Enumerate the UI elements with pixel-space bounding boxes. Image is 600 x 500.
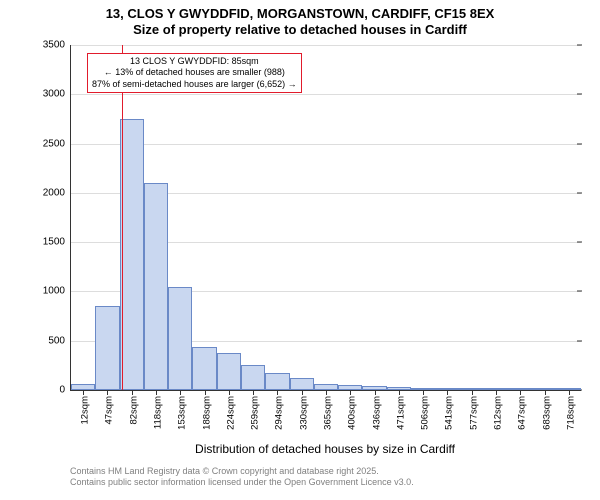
x-tick-label: 683sqm (537, 396, 552, 430)
x-tick-label: 612sqm (489, 396, 504, 430)
title-line-2: Size of property relative to detached ho… (0, 22, 600, 38)
x-tick-label: 82sqm (124, 396, 139, 425)
x-tick-label: 541sqm (440, 396, 455, 430)
x-tick-label: 718sqm (561, 396, 576, 430)
chart-container: 13, CLOS Y GWYDDFID, MORGANSTOWN, CARDIF… (0, 0, 600, 500)
annotation-line: ← 13% of detached houses are smaller (98… (92, 67, 297, 78)
y-tick-label: 1500 (43, 237, 71, 248)
plot-area: 050010001500200025003000350012sqm47sqm82… (70, 45, 581, 391)
x-tick-label: 12sqm (76, 396, 91, 425)
annotation-line: 87% of semi-detached houses are larger (… (92, 79, 297, 90)
histogram-bar (217, 353, 241, 390)
y-tick-label: 2500 (43, 138, 71, 149)
y-tick-label: 1000 (43, 286, 71, 297)
x-tick-label: 118sqm (149, 396, 164, 429)
attribution-text: Contains HM Land Registry data © Crown c… (70, 466, 414, 489)
x-tick-label: 506sqm (416, 396, 431, 430)
chart-title: 13, CLOS Y GWYDDFID, MORGANSTOWN, CARDIF… (0, 0, 600, 37)
x-tick-label: 330sqm (294, 396, 309, 430)
attribution-line-1: Contains HM Land Registry data © Crown c… (70, 466, 414, 477)
x-tick-label: 47sqm (100, 396, 115, 425)
y-tick-label: 3000 (43, 89, 71, 100)
x-tick-label: 188sqm (197, 396, 212, 430)
marker-line (122, 45, 123, 390)
x-tick-label: 471sqm (391, 396, 406, 430)
x-tick-label: 400sqm (343, 396, 358, 430)
x-tick-label: 647sqm (513, 396, 528, 430)
y-tick-label: 0 (59, 385, 71, 396)
x-tick-label: 224sqm (221, 396, 236, 430)
title-line-1: 13, CLOS Y GWYDDFID, MORGANSTOWN, CARDIF… (0, 6, 600, 22)
x-tick-label: 294sqm (270, 396, 285, 430)
annotation-line: 13 CLOS Y GWYDDFID: 85sqm (92, 56, 297, 67)
histogram-bar (95, 306, 119, 390)
histogram-bar (168, 287, 192, 391)
histogram-bar (265, 373, 289, 390)
annotation-box: 13 CLOS Y GWYDDFID: 85sqm← 13% of detach… (87, 53, 302, 93)
histogram-bar (120, 119, 144, 390)
attribution-line-2: Contains public sector information licen… (70, 477, 414, 488)
histogram-bar (241, 365, 265, 390)
histogram-bar (192, 347, 216, 390)
x-axis-label: Distribution of detached houses by size … (70, 442, 580, 456)
gridline (71, 144, 581, 145)
x-tick-label: 365sqm (319, 396, 334, 430)
y-tick-label: 3500 (43, 40, 71, 51)
y-tick-label: 500 (48, 335, 71, 346)
x-tick-label: 153sqm (173, 396, 188, 430)
gridline (71, 94, 581, 95)
x-tick-label: 436sqm (367, 396, 382, 430)
histogram-bar (290, 378, 314, 390)
histogram-bar (144, 183, 168, 390)
x-tick-label: 577sqm (464, 396, 479, 430)
y-tick-label: 2000 (43, 187, 71, 198)
x-tick-label: 259sqm (246, 396, 261, 430)
gridline (71, 45, 581, 46)
